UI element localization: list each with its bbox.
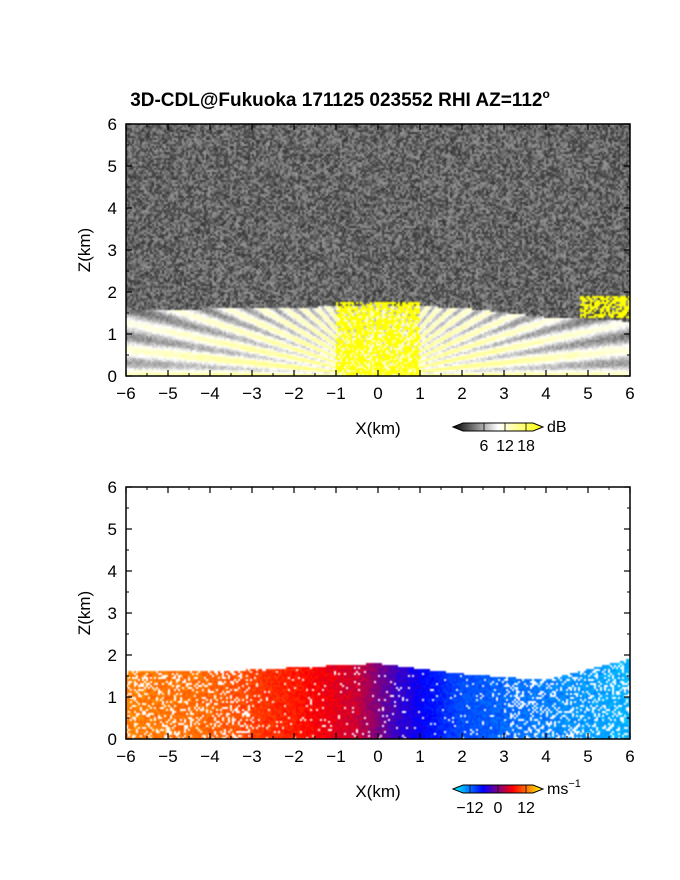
reflectivity-colorbar-tick-label: 6: [480, 438, 489, 455]
reflectivity-xtick-label: 2: [457, 384, 466, 403]
velocity-xtick-label: −3: [242, 747, 261, 766]
velocity-xtick-label: 3: [499, 747, 508, 766]
velocity-colorbar-tick-label: 12: [517, 800, 535, 817]
reflectivity-ytick-label: 2: [108, 283, 117, 302]
reflectivity-ytick-label: 5: [108, 157, 117, 176]
reflectivity-ytick-label: 0: [108, 367, 117, 386]
reflectivity-xtick-label: 1: [415, 384, 424, 403]
reflectivity-xtick-label: −2: [284, 384, 303, 403]
velocity-ytick-label: 1: [108, 688, 117, 707]
reflectivity-ytick-label: 4: [108, 199, 117, 218]
reflectivity-xtick-label: −4: [200, 384, 219, 403]
reflectivity-field: [126, 124, 630, 376]
reflectivity-ytick-label: 6: [108, 115, 117, 134]
velocity-axes: −6 −5 −4 −3 −2 −1 0 1 2 3 4 5 6 0 1 2 3 4 5 6: [108, 478, 635, 766]
reflectivity-xtick-label: 6: [625, 384, 634, 403]
reflectivity-xtick-label: 4: [541, 384, 550, 403]
reflectivity-xtick-label: −1: [326, 384, 345, 403]
reflectivity-ytick-label: 1: [108, 325, 117, 344]
velocity-xtick-label: −4: [200, 747, 219, 766]
chart-title: 3D-CDL@Fukuoka 171125 023552 RHI AZ=112o: [130, 87, 550, 111]
velocity-colorbar-tick-label: 0: [494, 800, 503, 817]
velocity-xtick-label: 0: [373, 747, 382, 766]
velocity-xtick-label: 5: [583, 747, 592, 766]
velocity-ytick-label: 6: [108, 478, 117, 497]
velocity-ytick-label: 2: [108, 646, 117, 665]
reflectivity-ylabel: Z(km): [75, 228, 94, 272]
velocity-xtick-label: −2: [284, 747, 303, 766]
reflectivity-colorbar-tick-label: 18: [517, 438, 535, 455]
velocity-ytick-label: 5: [108, 520, 117, 539]
reflectivity-xlabel: X(km): [355, 419, 400, 438]
reflectivity-xtick-label: −6: [116, 384, 135, 403]
velocity-xtick-label: 4: [541, 747, 550, 766]
velocity-xlabel: X(km): [355, 782, 400, 801]
reflectivity-colorbar-ramp: [451, 422, 545, 432]
reflectivity-axes: −6 −5 −4 −3 −2 −1 0 1 2 3 4 5 6 0 1 2 3 4 5 6: [108, 115, 635, 403]
velocity-field: [126, 487, 630, 739]
velocity-xtick-label: 6: [625, 747, 634, 766]
reflectivity-xtick-label: 5: [583, 384, 592, 403]
reflectivity-ytick-label: 3: [108, 241, 117, 260]
velocity-colorbar-tick-label: −12: [456, 800, 483, 817]
reflectivity-xtick-label: 0: [373, 384, 382, 403]
velocity-ytick-label: 3: [108, 604, 117, 623]
velocity-colorbar-unit: ms−1: [547, 778, 581, 798]
reflectivity-colorbar: 6 12 18 dB: [451, 419, 567, 455]
velocity-xtick-label: −6: [116, 747, 135, 766]
reflectivity-colorbar-tick-label: 12: [496, 438, 514, 455]
velocity-ylabel: Z(km): [75, 591, 94, 635]
velocity-ytick-label: 0: [108, 730, 117, 749]
velocity-xtick-label: −1: [326, 747, 345, 766]
velocity-xtick-label: 1: [415, 747, 424, 766]
reflectivity-xtick-label: 3: [499, 384, 508, 403]
reflectivity-xtick-label: −5: [158, 384, 177, 403]
velocity-xtick-label: −5: [158, 747, 177, 766]
velocity-colorbar: −12 0 12 ms−1: [451, 778, 581, 817]
reflectivity-xtick-label: −3: [242, 384, 261, 403]
velocity-ytick-label: 4: [108, 562, 117, 581]
reflectivity-colorbar-unit: dB: [547, 419, 567, 436]
velocity-xtick-label: 2: [457, 747, 466, 766]
